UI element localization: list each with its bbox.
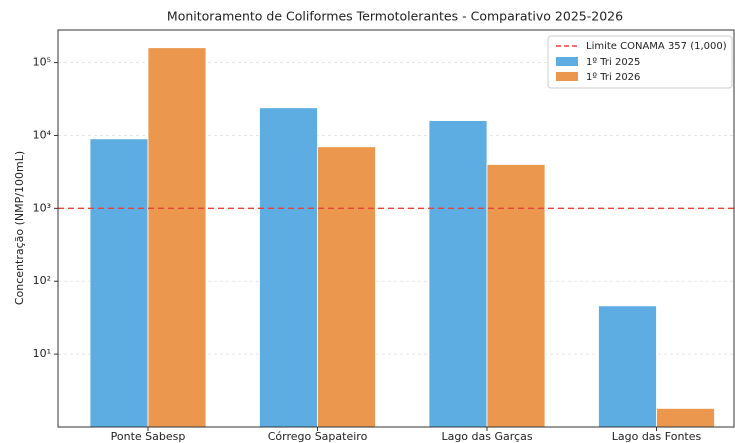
bar bbox=[317, 146, 376, 428]
y-tick-label: 10² bbox=[33, 274, 51, 287]
plot-frame bbox=[57, 29, 735, 428]
legend-swatch bbox=[556, 57, 578, 66]
y-tick-label: 10⁵ bbox=[33, 56, 51, 69]
y-tick-label: 10³ bbox=[33, 201, 51, 214]
x-tick-label: Ponte Sabesp bbox=[111, 430, 186, 443]
legend-label: 1º Tri 2025 bbox=[586, 57, 640, 68]
chart-title: Monitoramento de Coliformes Termotoleran… bbox=[167, 9, 623, 24]
bar bbox=[598, 305, 657, 428]
legend-box bbox=[547, 35, 733, 89]
legend-label: 1º Tri 2026 bbox=[586, 72, 640, 83]
x-tick-label: Lago das Garças bbox=[441, 430, 532, 443]
y-tick-label: 10¹ bbox=[33, 347, 51, 360]
bar bbox=[428, 120, 488, 428]
bar bbox=[486, 164, 546, 428]
bar bbox=[259, 107, 318, 428]
legend-label: Limite CONAMA 357 (1,000) bbox=[586, 41, 727, 52]
bar bbox=[89, 138, 149, 428]
y-tick-label: 10⁴ bbox=[33, 128, 52, 141]
x-tick-label: Córrego Sapateiro bbox=[268, 430, 368, 443]
bar bbox=[147, 47, 207, 428]
y-axis-label: Concentração (NMP/100mL) bbox=[13, 151, 26, 305]
legend-swatch bbox=[556, 72, 578, 81]
bar bbox=[656, 407, 715, 428]
x-tick-label: Lago das Fontes bbox=[612, 430, 702, 443]
